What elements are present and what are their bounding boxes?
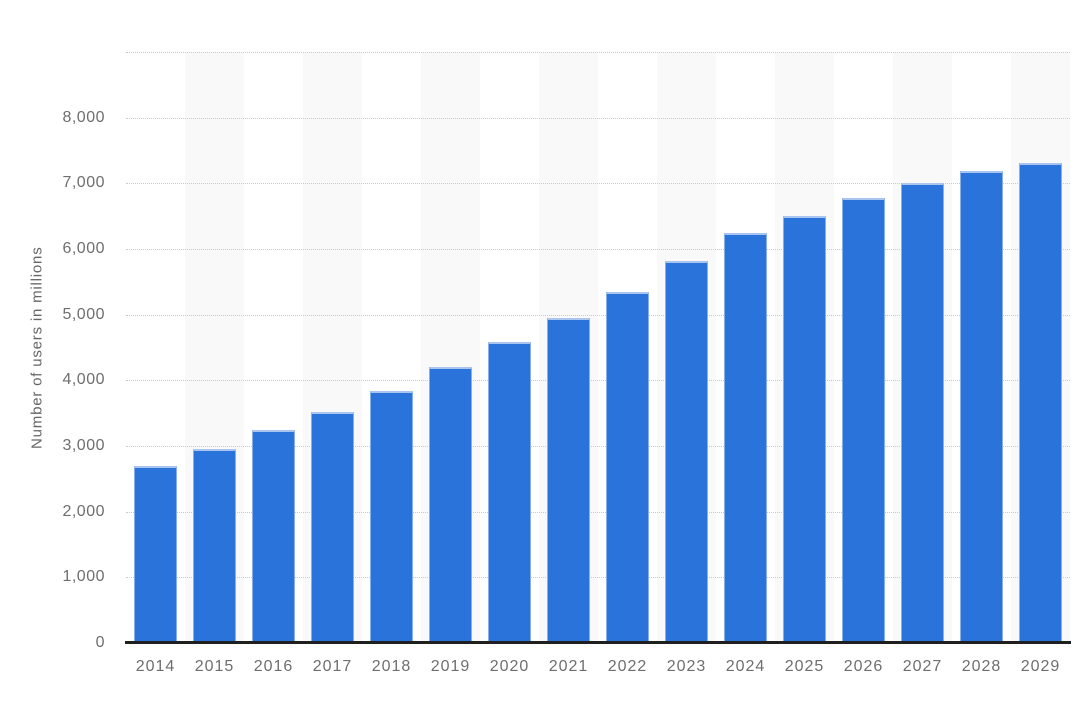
x-tick-label-2028: 2028 [961,658,1002,675]
x-tick-label-2015: 2015 [194,658,235,675]
bar-2016[interactable] [252,430,295,643]
x-tick-label-2029: 2029 [1020,658,1061,675]
bar-2017[interactable] [311,411,354,643]
bar-2022[interactable] [606,292,649,643]
bar-2024[interactable] [724,232,767,643]
bar-2020[interactable] [488,341,531,643]
x-tick-label-2021: 2021 [548,658,589,675]
x-axis-line [125,641,1071,644]
x-tick-label-2014: 2014 [135,658,176,675]
x-tick-label-2019: 2019 [430,658,471,675]
gridline-5000 [126,314,1070,316]
gridline-1000 [126,577,1070,579]
gridline-2000 [126,511,1070,513]
bar-2014[interactable] [134,465,177,643]
bar-2021[interactable] [547,317,590,643]
bar-2025[interactable] [783,216,826,643]
y-axis-title: Number of users in millions [28,246,46,449]
bar-2026[interactable] [842,197,885,643]
y-tick-label-2000: 2,000 [62,502,105,520]
bar-2019[interactable] [429,367,472,643]
y-tick-label-7000: 7,000 [62,174,105,192]
gridline-7000 [126,183,1070,185]
gridline-8000 [126,117,1070,119]
gridline-3000 [126,446,1070,447]
x-tick-label-2026: 2026 [843,658,884,675]
x-tick-label-2027: 2027 [902,658,943,675]
x-tick-label-2017: 2017 [312,658,353,675]
gridline-9000 [126,52,1070,53]
y-tick-label-3000: 3,000 [62,437,105,454]
y-tick-label-6000: 6,000 [62,240,105,257]
x-tick-label-2025: 2025 [784,658,825,675]
gridline-4000 [126,380,1070,382]
y-tick-label-4000: 4,000 [62,371,105,389]
x-tick-label-2024: 2024 [725,658,766,675]
bar-2028[interactable] [960,170,1003,643]
x-tick-label-2016: 2016 [253,658,294,675]
y-tick-label-5000: 5,000 [62,305,105,323]
x-tick-label-2022: 2022 [607,658,648,675]
y-tick-label-0: 0 [95,634,105,651]
bar-2018[interactable] [370,391,413,643]
bar-2027[interactable] [901,182,944,643]
gridline-6000 [126,249,1070,250]
x-tick-label-2023: 2023 [666,658,707,675]
x-tick-label-2018: 2018 [371,658,412,675]
y-tick-label-8000: 8,000 [62,108,105,126]
bar-2015[interactable] [193,449,236,643]
bar-2029[interactable] [1019,162,1062,643]
bar-2023[interactable] [665,261,708,643]
y-tick-label-1000: 1,000 [62,568,105,586]
x-tick-label-2020: 2020 [489,658,530,675]
